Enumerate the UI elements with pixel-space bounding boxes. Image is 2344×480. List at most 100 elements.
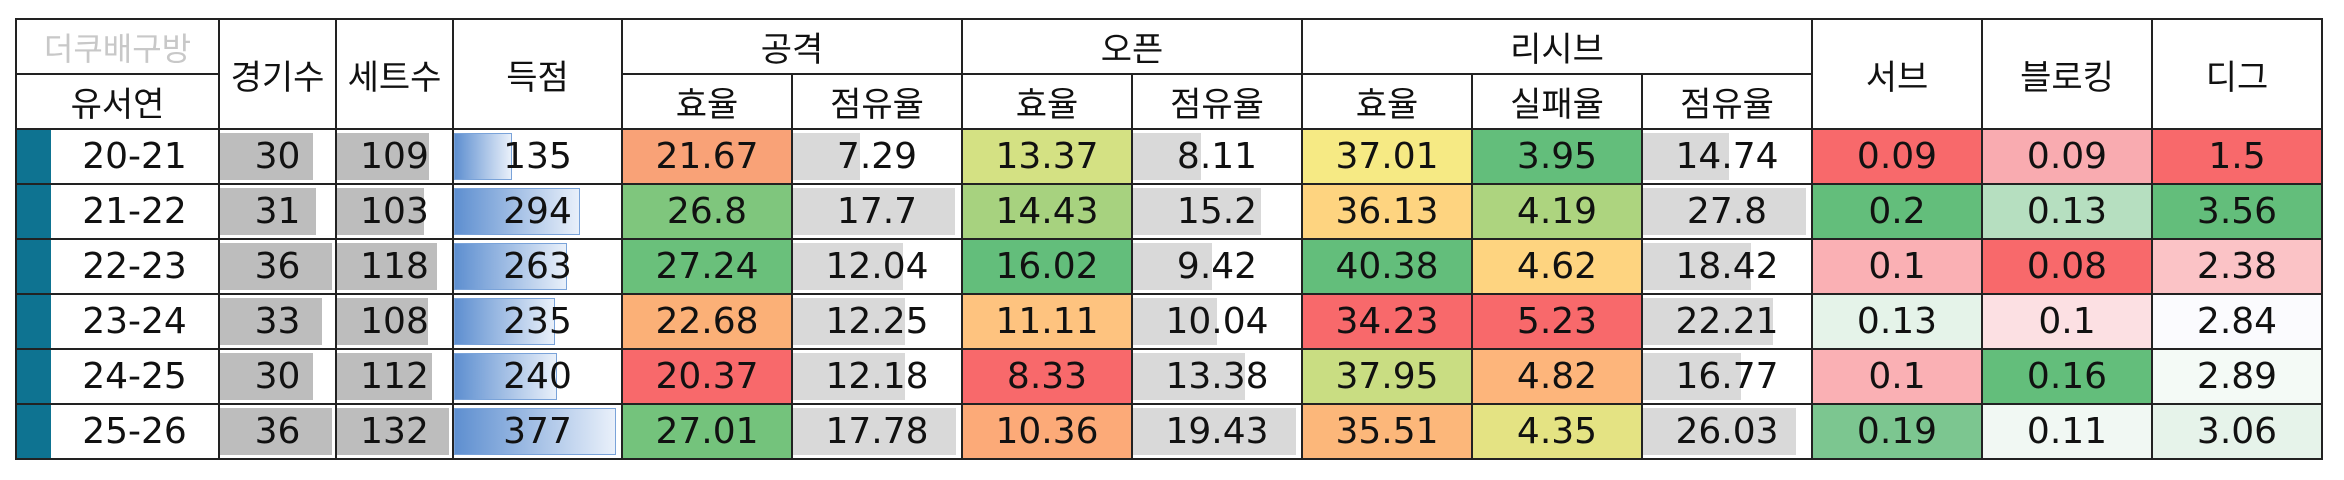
receive-share-cell: 18.42 (1641, 238, 1813, 295)
row-marker (18, 186, 51, 237)
open-share-bar (1134, 408, 1296, 455)
dig-value: 3.56 (2196, 191, 2278, 232)
sets-cell: 103 (335, 183, 454, 240)
sets-bar (338, 133, 430, 180)
block-value: 0.09 (2026, 136, 2108, 177)
open-eff-cell: 11.11 (961, 293, 1133, 350)
receive-share-value: 14.74 (1675, 136, 1779, 177)
sets-cell: 132 (335, 403, 454, 460)
sets-value: 112 (360, 356, 429, 397)
serve-cell: 0.19 (1811, 403, 1983, 460)
receive-eff-cell: 40.38 (1301, 238, 1473, 295)
dig-cell: 3.56 (2151, 183, 2323, 240)
season-cell: 24-25 (15, 348, 220, 405)
block-value: 0.11 (2026, 411, 2108, 452)
serve-cell: 0.13 (1811, 293, 1983, 350)
row-marker (18, 241, 51, 292)
block-cell: 0.09 (1981, 128, 2153, 185)
sets-bar (338, 298, 429, 345)
receive-fail-cell: 4.62 (1471, 238, 1643, 295)
open-share-value: 15.2 (1176, 191, 1258, 232)
games-bar (221, 133, 313, 180)
table-row: 20-21 30 109 135 21.67 7.29 13.37 8.11 37.01 3.95… (15, 128, 2323, 185)
brand-label: 더쿠배구방 (15, 18, 220, 75)
points-value: 294 (503, 191, 572, 232)
receive-eff-cell: 37.95 (1301, 348, 1473, 405)
receive-eff-value: 37.01 (1335, 136, 1439, 177)
attack-eff-value: 21.67 (655, 136, 759, 177)
receive-share-value: 18.42 (1675, 246, 1779, 287)
receive-share-cell: 27.8 (1641, 183, 1813, 240)
attack-share-bar (794, 408, 956, 455)
open-eff-value: 14.43 (995, 191, 1099, 232)
receive-share-cell: 16.77 (1641, 348, 1813, 405)
sets-bar (338, 408, 449, 455)
open-share-cell: 19.43 (1131, 403, 1303, 460)
attack-eff-value: 27.24 (655, 246, 759, 287)
block-value: 0.16 (2026, 356, 2108, 397)
receive-eff-value: 34.23 (1335, 301, 1439, 342)
open-eff-value: 16.02 (995, 246, 1099, 287)
dig-value: 1.5 (2208, 136, 2266, 177)
season-cell: 20-21 (15, 128, 220, 185)
attack-eff-cell: 20.37 (621, 348, 793, 405)
serve-value: 0.19 (1856, 411, 1938, 452)
open-share-value: 10.04 (1165, 301, 1269, 342)
receive-eff-value: 35.51 (1335, 411, 1439, 452)
open-eff-cell: 8.33 (961, 348, 1133, 405)
open-eff-value: 10.36 (995, 411, 1099, 452)
receive-share-bar (1644, 133, 1730, 180)
points-value: 263 (503, 246, 572, 287)
season-cell: 22-23 (15, 238, 220, 295)
serve-value: 0.2 (1868, 191, 1926, 232)
attack-share-value: 12.04 (825, 246, 929, 287)
row-marker (18, 351, 51, 402)
receive-fail-value: 4.35 (1516, 411, 1598, 452)
points-bar (455, 243, 568, 290)
points-bar (455, 408, 616, 455)
stats-table: 더쿠배구방 경기수 세트수 득점 공격 오픈 리시브 서브 블로킹 디그 유서연… (15, 18, 2323, 460)
attack-eff-value: 27.01 (655, 411, 759, 452)
attack-eff-cell: 21.67 (621, 128, 793, 185)
receive-eff-cell: 36.13 (1301, 183, 1473, 240)
receive-share-value: 26.03 (1675, 411, 1779, 452)
sets-cell: 118 (335, 238, 454, 295)
attack-share-value: 17.7 (836, 191, 918, 232)
receive-fail-cell: 4.19 (1471, 183, 1643, 240)
receive-fail-cell: 3.95 (1471, 128, 1643, 185)
serve-header: 서브 (1811, 18, 1983, 130)
receive-share-bar (1644, 243, 1752, 290)
season-value: 25-26 (82, 411, 187, 452)
sets-cell: 108 (335, 293, 454, 350)
points-value: 235 (503, 301, 572, 342)
attack-share-cell: 12.18 (791, 348, 963, 405)
receive-fail-header: 실패율 (1471, 73, 1643, 130)
open-eff-header: 효율 (961, 73, 1133, 130)
games-value: 30 (254, 356, 301, 397)
attack-share-value: 7.29 (836, 136, 918, 177)
receive-fail-cell: 4.35 (1471, 403, 1643, 460)
open-eff-value: 13.37 (995, 136, 1099, 177)
receive-share-cell: 14.74 (1641, 128, 1813, 185)
dig-cell: 2.84 (2151, 293, 2323, 350)
open-share-cell: 15.2 (1131, 183, 1303, 240)
receive-share-cell: 22.21 (1641, 293, 1813, 350)
season-value: 20-21 (82, 136, 187, 177)
attack-share-bar (794, 298, 906, 345)
games-cell: 31 (218, 183, 337, 240)
games-value: 36 (254, 411, 301, 452)
open-share-bar (1134, 133, 1202, 180)
receive-fail-cell: 4.82 (1471, 348, 1643, 405)
open-share-value: 19.43 (1165, 411, 1269, 452)
sets-value: 109 (360, 136, 429, 177)
open-header: 오픈 (961, 18, 1303, 75)
block-value: 0.13 (2026, 191, 2108, 232)
receive-header: 리시브 (1301, 18, 1813, 75)
attack-eff-value: 26.8 (666, 191, 748, 232)
dig-value: 3.06 (2196, 411, 2278, 452)
receive-eff-value: 40.38 (1335, 246, 1439, 287)
open-share-cell: 10.04 (1131, 293, 1303, 350)
receive-eff-value: 37.95 (1335, 356, 1439, 397)
block-value: 0.1 (2038, 301, 2096, 342)
games-cell: 30 (218, 348, 337, 405)
